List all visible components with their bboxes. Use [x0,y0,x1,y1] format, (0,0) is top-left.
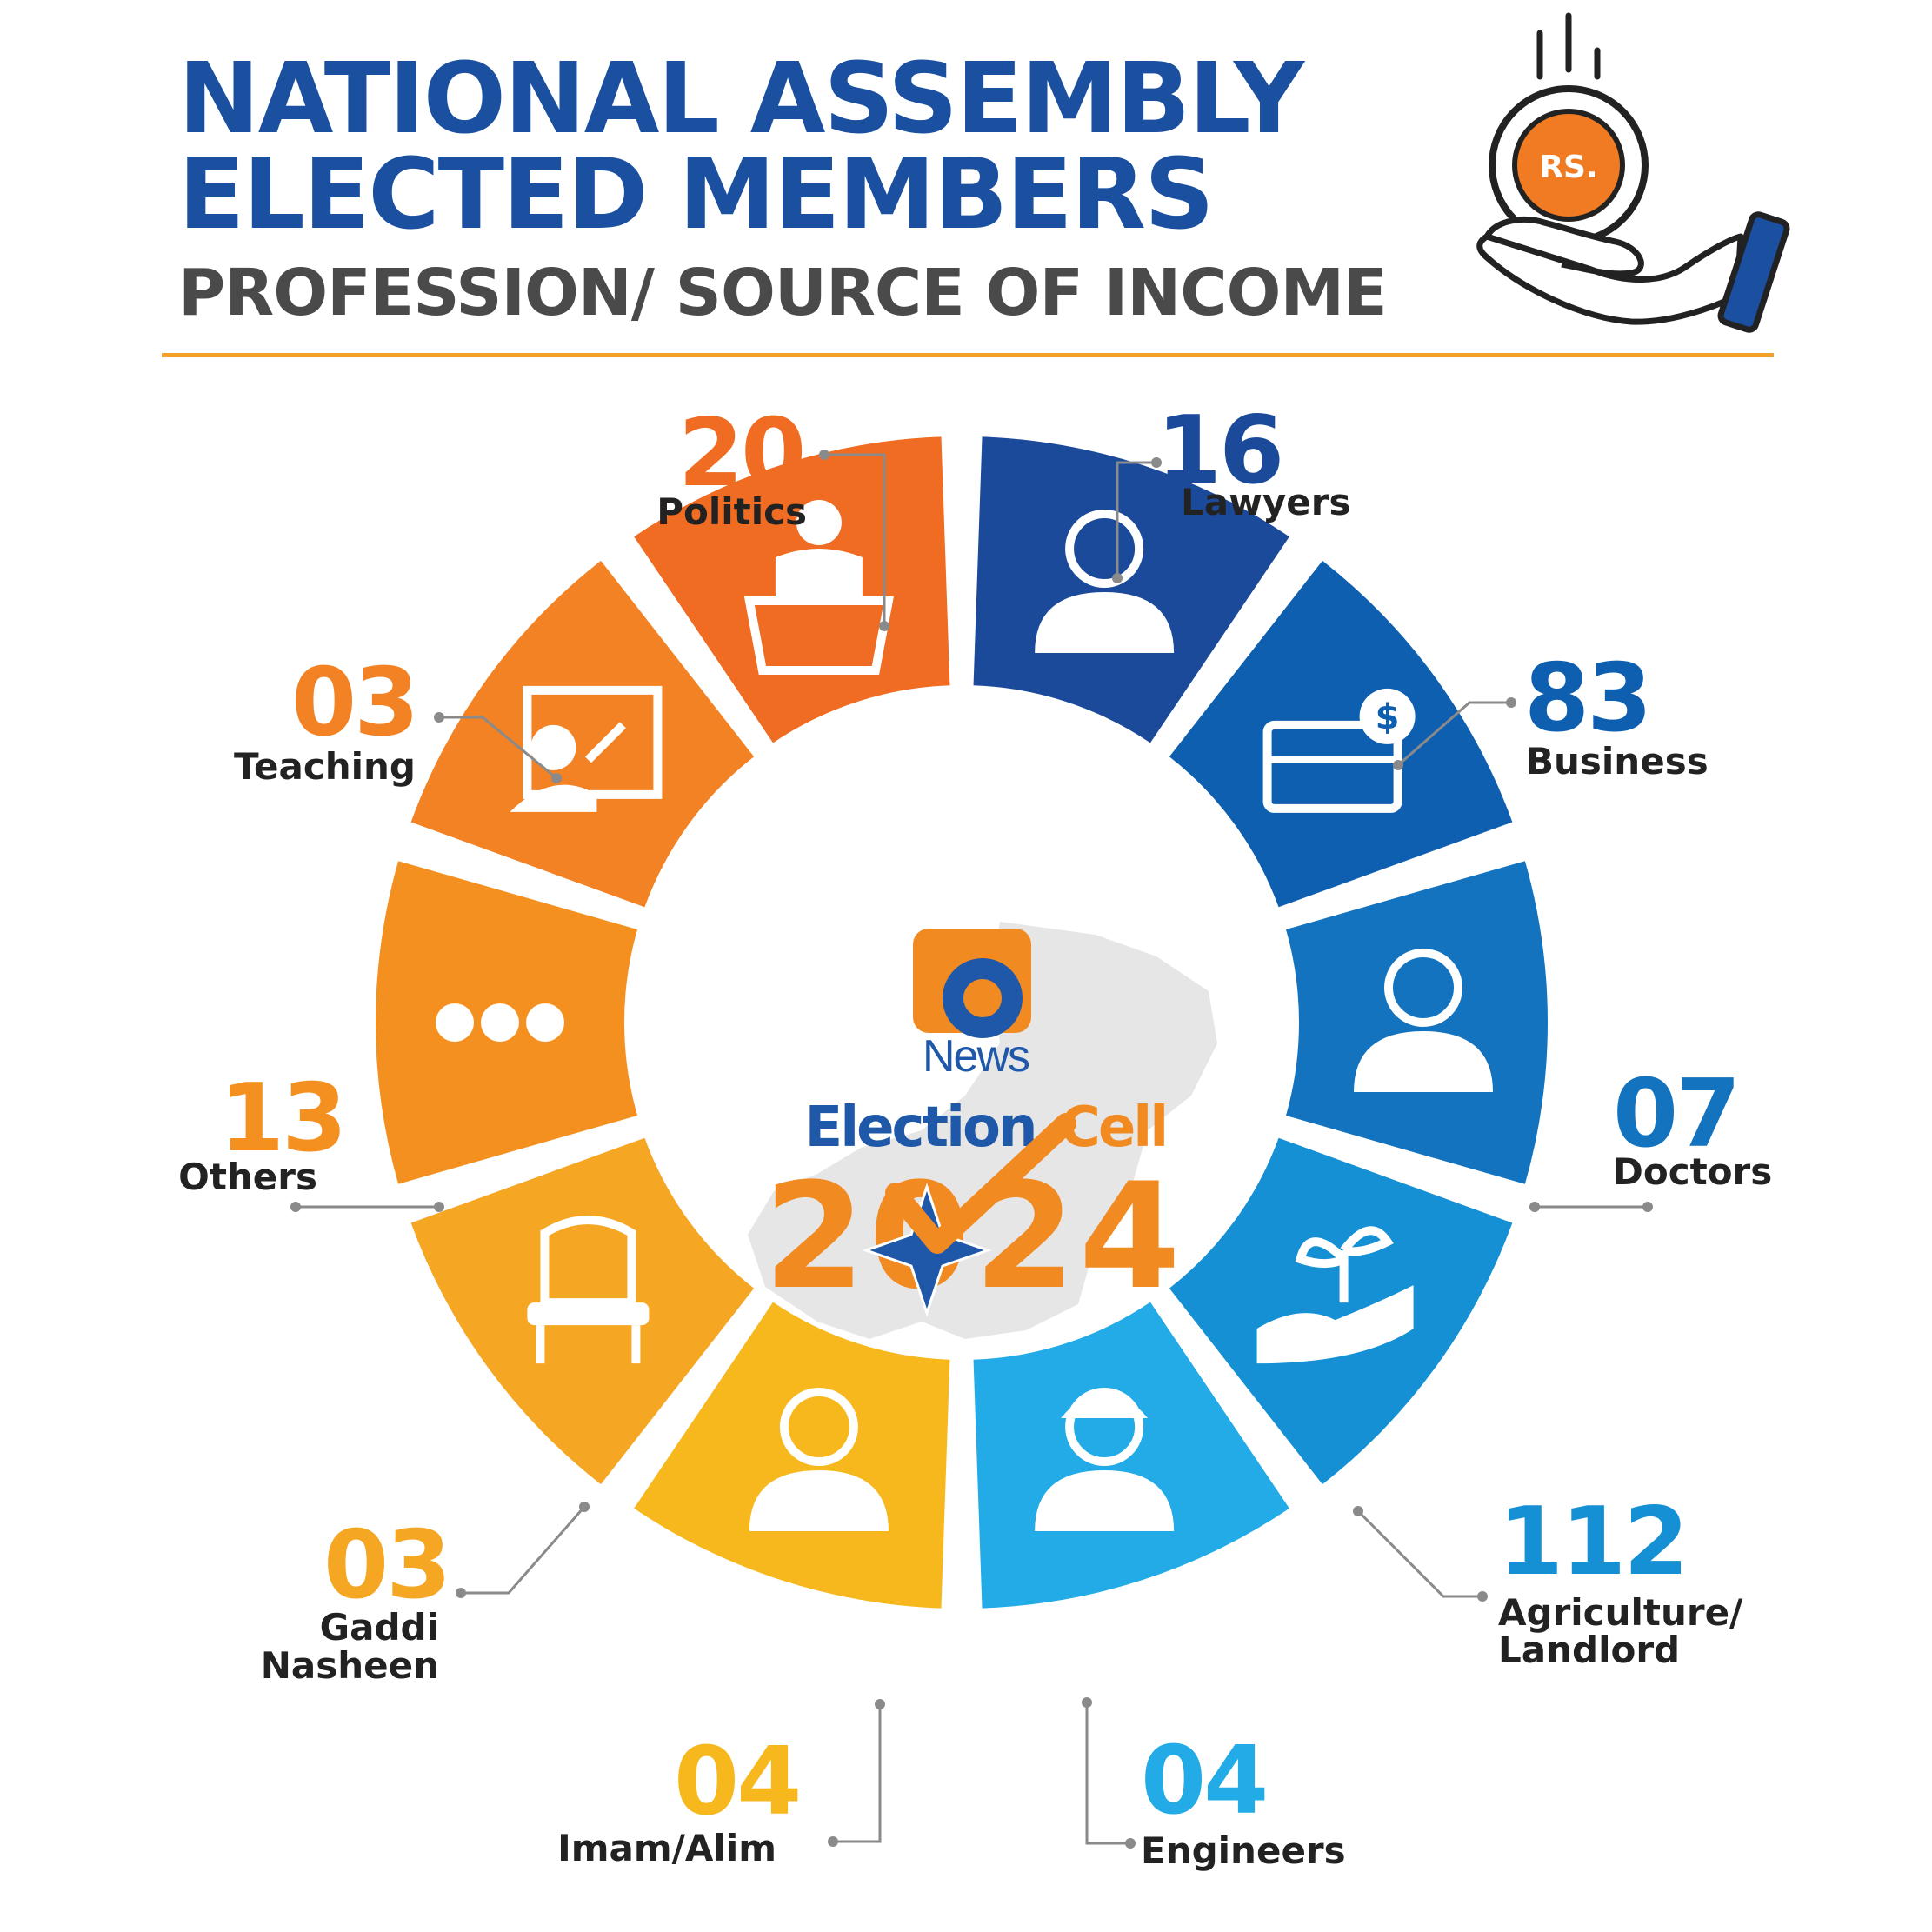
connector-dot [879,621,889,631]
value-label: 13 [219,1064,344,1173]
connector-line [461,1506,586,1595]
category-label: Imam/Alim [557,1827,776,1869]
connector-dot [1082,1697,1092,1708]
armchair-icon [527,1216,650,1364]
geo-logo-dot [963,979,1002,1017]
hand-sprout-icon [1256,1226,1414,1364]
connector-dot [819,450,829,460]
connector-dot [290,1202,301,1212]
falling-lines-icon [1536,12,1601,80]
open-hand-icon [1476,217,1744,325]
connector-dot [1477,1591,1488,1602]
connector-dot [551,773,562,783]
segment-2 [1169,560,1513,908]
value-label: 04 [674,1728,799,1836]
map-silhouette [748,922,1217,1339]
category-label-line-2: Landlord [1498,1629,1680,1671]
subtitle: PROFESSION/ SOURCE OF INCOME [178,256,1388,330]
connector-dot [1151,457,1162,468]
lawyer-icon [1035,509,1175,653]
connector-dot [1393,760,1403,770]
segment-5 [973,1302,1289,1609]
category-label: Agriculture/ [1498,1591,1743,1634]
sleeve-icon [1717,211,1790,333]
value-label: 03 [323,1511,449,1620]
podium-speaker-icon [743,499,894,675]
header-divider [162,353,1774,357]
header: NATIONAL ASSEMBLY ELECTED MEMBERS PROFES… [0,0,1932,374]
coin-currency-label: RS. [1539,150,1597,185]
segment-4 [1169,1137,1513,1485]
title-line-1: NATIONAL ASSEMBLY [178,43,1304,156]
connector-dot [434,712,444,723]
doctor-icon [1354,949,1493,1092]
segment-6 [634,1302,950,1609]
connector-line [824,453,886,626]
category-label: Politics [656,490,807,533]
label-connectors [290,450,1653,1849]
connector-dot [875,1699,885,1709]
election-cell-logo: News Election Cell 2024 [748,922,1217,1339]
svg-text:$: $ [1376,697,1400,737]
value-label: 07 [1613,1060,1738,1169]
segment-1 [973,436,1289,743]
connector-line [1356,1509,1482,1598]
connector-dot [1642,1202,1653,1212]
logo-wordmark-cell: Cell [1060,1096,1166,1160]
category-label: Doctors [1613,1150,1772,1193]
engineer-helmet-icon [1035,1388,1175,1532]
imam-icon [749,1388,889,1532]
category-label: Others [178,1156,317,1198]
connector-dot [1506,697,1516,708]
briefcase-dollar-icon: $ [1262,688,1416,813]
ellipsis-icon [436,1003,564,1042]
connector-line [1397,701,1511,767]
connector-line [833,1704,882,1843]
connector-line [1116,461,1156,578]
compass-star-icon [862,1183,992,1317]
value-label: 83 [1524,644,1649,753]
connector-dot [434,1202,444,1212]
checkmark-icon [885,1113,1076,1254]
value-label: 16 [1156,396,1282,505]
segment-icons: $ [436,499,1493,1532]
connector-line [439,716,557,780]
value-label: 112 [1498,1488,1686,1596]
category-label: Engineers [1141,1829,1346,1872]
connector-dot [456,1588,466,1598]
hand-coin-icon: RS. [1476,12,1790,333]
category-label: Teaching [234,745,416,788]
category-label: Business [1526,740,1709,783]
logo-wordmark-election: Election [804,1096,1035,1160]
value-label: 04 [1141,1727,1266,1835]
connector-dot [828,1836,838,1847]
logo-year: 2024 [763,1151,1184,1322]
connector-dot [1353,1506,1363,1516]
teacher-board-icon [510,685,663,812]
category-label-line-2: Nasheen [261,1644,439,1687]
value-label: 20 [678,399,803,508]
category-label: Lawyers [1181,481,1350,523]
segment-9 [410,560,755,908]
connector-dot [579,1502,590,1512]
connector-dot [1112,573,1123,583]
value-label: 03 [291,649,416,757]
category-label: Gaddi [320,1606,439,1649]
connector-dot [1125,1838,1136,1849]
title-line-2: ELECTED MEMBERS [178,138,1215,251]
connector-dot [1529,1202,1540,1212]
connector-line [1085,1702,1130,1845]
logo-brand-text: News [923,1031,1029,1082]
coin-icon [1512,109,1625,222]
